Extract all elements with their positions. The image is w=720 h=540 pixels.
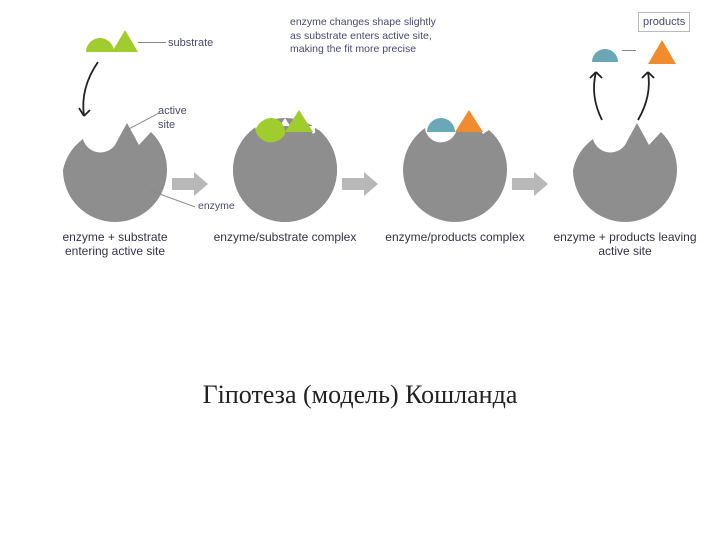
- enzyme-shape-1: [55, 115, 175, 225]
- pointer-products: [622, 50, 636, 51]
- motion-arrow-in: [70, 58, 110, 128]
- label-active-site: active site: [158, 104, 190, 133]
- motion-arrow-out-right: [630, 66, 664, 126]
- flow-arrow-2: [340, 170, 380, 198]
- motion-arrow-out-left: [582, 66, 616, 126]
- caption-stage-1: enzyme + substrate entering active site: [40, 230, 190, 258]
- product-orange: [644, 36, 680, 68]
- label-substrate: substrate: [168, 36, 213, 50]
- pointer-substrate: [138, 42, 166, 43]
- label-products: products: [638, 12, 690, 32]
- caption-stage-2: enzyme/substrate complex: [210, 230, 360, 244]
- enzyme-shape-3: [395, 108, 515, 228]
- caption-stage-4: enzyme + products leaving active site: [550, 230, 700, 258]
- enzyme-shape-2: [225, 108, 345, 228]
- page-title: Гіпотеза (модель) Кошланда: [0, 380, 720, 410]
- label-shape-change: enzyme changes shape slightly as substra…: [290, 16, 440, 57]
- caption-stage-3: enzyme/products complex: [380, 230, 530, 244]
- flow-arrow-3: [510, 170, 550, 198]
- flow-arrow-1: [170, 170, 210, 198]
- enzyme-shape-4: [565, 115, 685, 225]
- enzyme-diagram: substrate active site enzyme enzyme + su…: [30, 30, 690, 290]
- product-blue: [588, 38, 622, 68]
